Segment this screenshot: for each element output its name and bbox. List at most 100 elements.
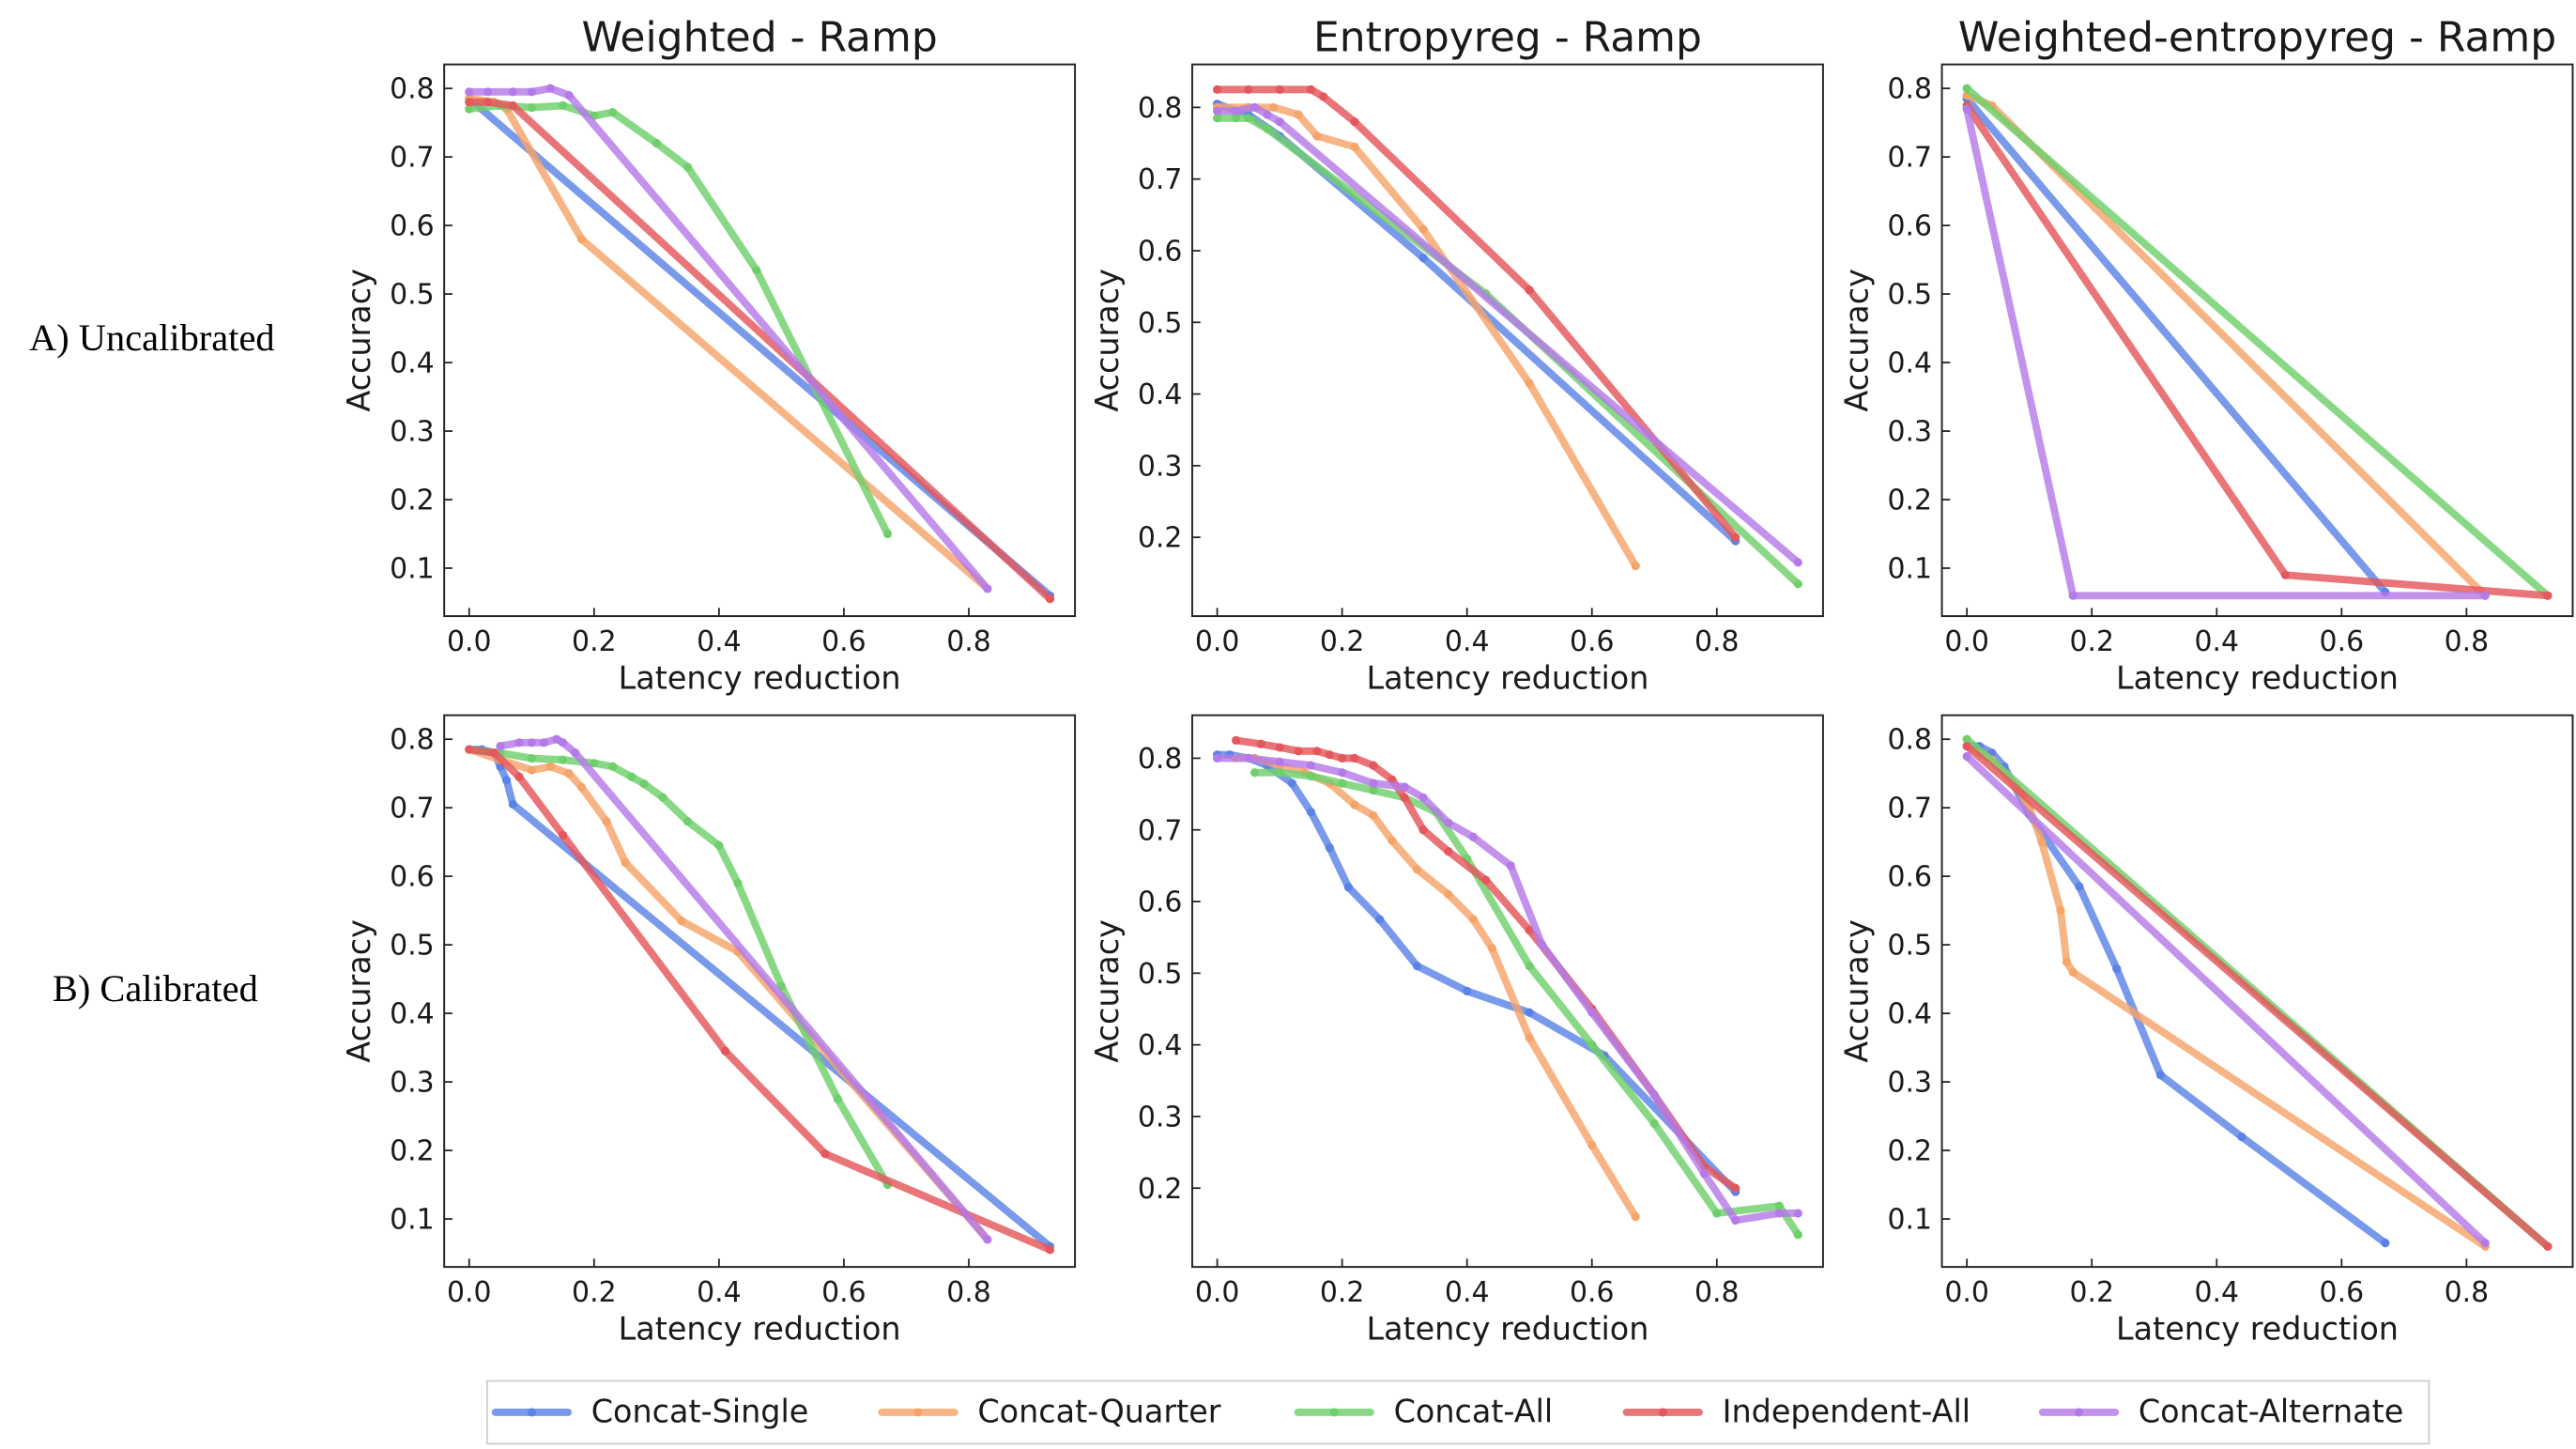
series-concat-single [1962,741,2390,1248]
y-tick-label: 0.8 [1887,724,1932,757]
y-tick-label: 0.4 [1887,998,1932,1031]
series-independent-all [465,745,1055,1255]
data-point [571,748,580,758]
data-point [1525,962,1534,971]
axes-frame [1191,714,1824,1269]
data-point [1962,104,1971,114]
data-point [1275,757,1284,766]
data-point [1306,771,1316,781]
row-label-calibrated: B) Calibrated [53,967,258,1010]
subplot-2: Entropyreg - Ramp 0.0 0.2 0.4 0.6 0.8 0.2 0.3 0.… [1089,14,1824,696]
data-point [1212,106,1222,116]
data-point [602,817,611,826]
y-tick-label: 0.8 [1887,73,1932,106]
y-tick-label: 0.6 [1138,236,1183,269]
data-point [1350,800,1359,809]
y-tick-label: 0.4 [1138,1029,1183,1062]
data-point [1306,761,1316,770]
data-point [576,235,587,244]
data-point [514,738,524,748]
data-point [1275,117,1284,127]
data-point [545,84,555,93]
data-point [1731,1183,1740,1193]
data-point [1343,883,1353,892]
row-label-uncalibrated: A) Uncalibrated [29,316,275,359]
y-tick-label: 0.7 [1138,163,1183,196]
data-point [1418,254,1428,263]
data-point [559,830,568,840]
subplot-title: Entropyreg - Ramp [1313,14,1702,62]
y-tick-label: 0.1 [1887,553,1932,586]
subplot-1: Weighted - Ramp 0.0 0.2 0.4 0.6 0.8 0.1 0.2 0.3 0… [341,14,1077,696]
data-point [1212,114,1222,123]
data-point [2543,1241,2553,1251]
series-concat-alternate [496,734,992,1244]
x-tick-label: 0.8 [2445,1276,2490,1309]
y-axis-label: Accuracy [1838,919,1875,1063]
y-tick-label: 0.4 [390,998,435,1031]
data-point [1649,1090,1659,1100]
data-point [1338,753,1347,763]
legend-item-concat-single: Concat-Single [491,1393,809,1429]
legend-label: Concat-Single [591,1393,809,1429]
data-point [733,878,743,888]
data-point [1468,832,1478,841]
data-point [1962,751,1971,762]
series-line [1213,85,1740,542]
data-point [1463,986,1472,995]
data-point [1506,861,1515,871]
subplot-title: Weighted - Ramp [582,14,938,62]
legend-item-concat-alternate: Concat-Alternate [2038,1393,2403,1429]
legend-label: Independent-All [1723,1393,1970,1429]
data-point [1631,562,1640,571]
y-tick-label: 0.1 [390,1204,435,1237]
data-point [1294,747,1303,756]
x-tick-label: 0.4 [697,1276,742,1309]
data-point [1468,915,1478,924]
x-tick-label: 0.0 [1944,1276,1989,1309]
series-concat-alternate [1212,102,1802,567]
data-point [1418,825,1428,835]
data-point [2056,905,2065,916]
y-axis-label: Accuracy [1089,269,1126,412]
data-point [2543,591,2553,600]
series-concat-quarter [1212,102,1640,571]
y-tick-label: 0.5 [1138,958,1183,991]
x-tick-label: 0.0 [447,1276,492,1309]
series-line [465,746,892,1189]
data-point [983,584,992,593]
data-point [527,753,536,763]
x-axis-label: Latency reduction [2116,1311,2399,1348]
data-point [2075,882,2084,891]
data-point [1962,741,1971,751]
y-tick-label: 0.2 [1887,1135,1932,1168]
data-point [1369,761,1378,770]
data-point [1244,114,1253,123]
axes-frame [443,714,1077,1269]
data-point [559,755,568,764]
y-tick-label: 0.1 [390,553,435,586]
y-tick-label: 0.2 [1138,522,1183,555]
x-axis-label: Latency reduction [619,659,901,696]
series-concat-all [465,745,893,1190]
legend-label: Concat-Alternate [2139,1393,2403,1429]
x-tick-label: 0.8 [2445,625,2490,658]
data-point [2155,1071,2166,1080]
x-tick-label: 0.2 [2069,625,2114,658]
data-point [1338,768,1347,778]
data-point [1400,782,1409,792]
data-point [1350,117,1359,127]
y-tick-label: 0.5 [390,279,435,312]
data-point [2480,1239,2490,1248]
data-point [2381,1239,2390,1248]
x-tick-label: 0.0 [1944,625,1989,658]
data-point [1400,793,1409,802]
data-point [508,799,517,809]
data-point [1418,793,1428,802]
data-point [1268,102,1279,112]
series-concat-single [1962,94,2390,597]
data-point [2112,964,2122,974]
data-point [502,776,512,785]
legend-marker [527,1408,536,1417]
